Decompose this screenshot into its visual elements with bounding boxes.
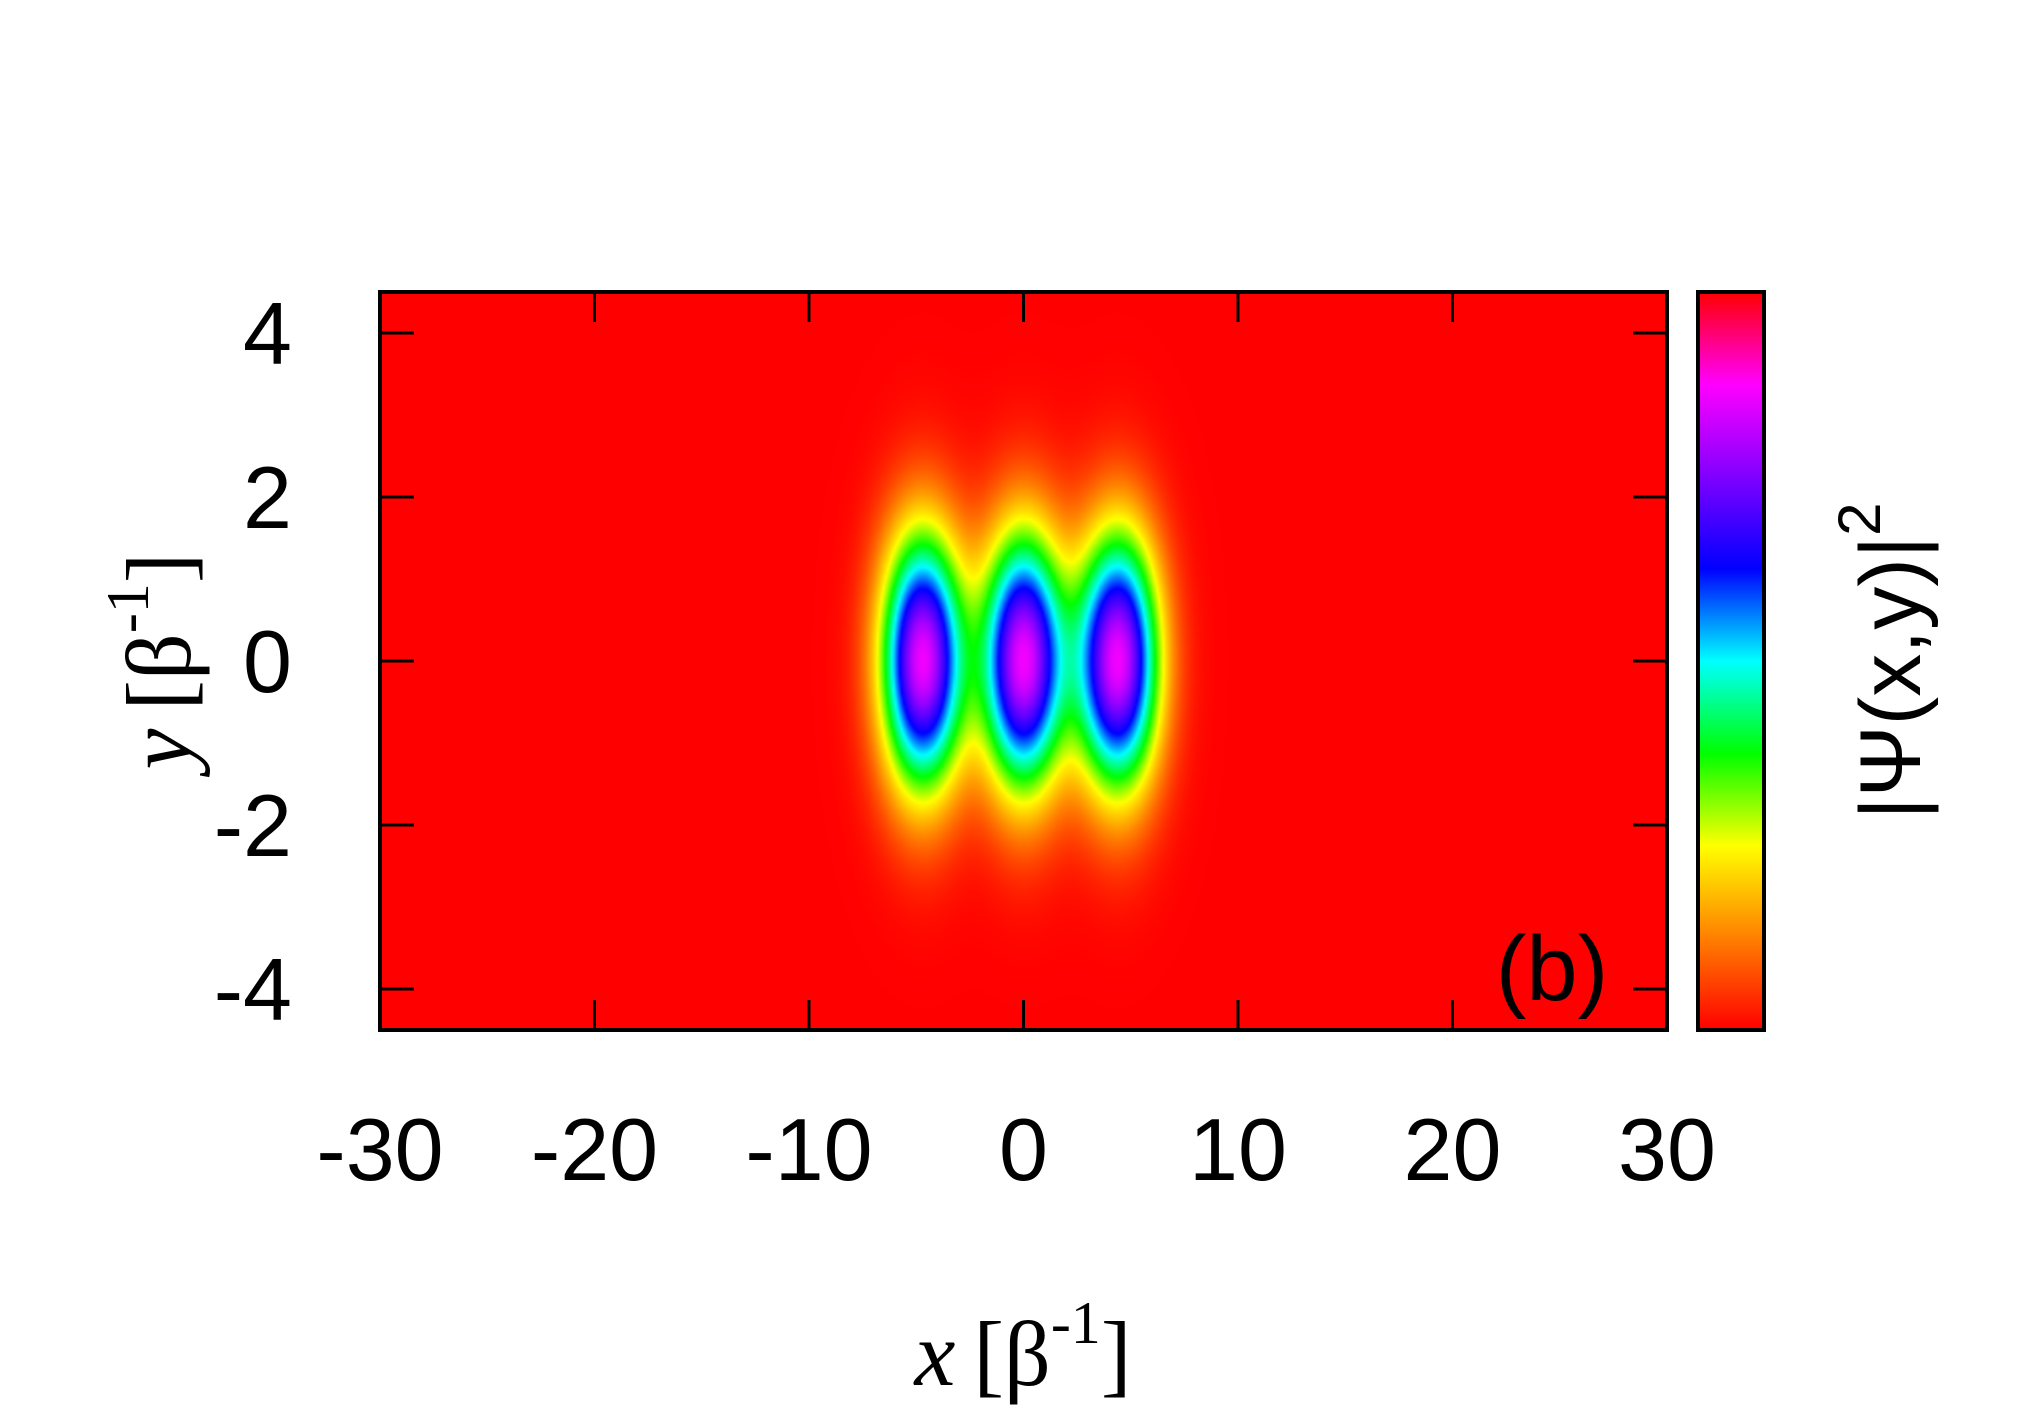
colorbar-label: |Ψ(x,y)|2 (1826, 502, 1939, 819)
y-ticks: -4 -2 0 2 4 (214, 284, 1667, 1039)
x-tick-label: -10 (745, 1100, 872, 1199)
svg-text:|Ψ(x,y)|2: |Ψ(x,y)|2 (1826, 502, 1939, 819)
y-axis-unit-open: [β (108, 633, 210, 710)
x-tick-label: 0 (999, 1100, 1048, 1199)
colorbar (1698, 292, 1764, 1030)
heatmap-image (380, 292, 1667, 1030)
colorbar-frame (1696, 290, 1766, 1032)
x-tick-label: 10 (1189, 1100, 1287, 1199)
colorbar-label-sup: 2 (1826, 502, 1893, 535)
y-tick-label: 0 (243, 612, 292, 711)
y-axis-symbol: y (108, 728, 210, 777)
x-tick-label: -20 (531, 1100, 658, 1199)
y-tick-label: 2 (243, 448, 292, 547)
x-tick-label: -30 (316, 1100, 443, 1199)
x-axis-unit-open: [β (973, 1303, 1050, 1405)
panel-label: (b) (1496, 918, 1608, 1020)
y-axis-unit-close: ] (108, 553, 210, 584)
x-tick-label: 30 (1618, 1100, 1716, 1199)
x-ticks: -30 -20 -10 0 10 20 30 (316, 292, 1716, 1199)
x-axis-symbol: x (913, 1303, 956, 1405)
svg-text:y[β-1]: y [β-1] (95, 553, 210, 778)
y-tick-label: -4 (214, 940, 292, 1039)
y-tick-label: -2 (214, 776, 292, 875)
y-tick-label: 4 (243, 284, 292, 383)
y-axis-label: y [β-1] (95, 553, 210, 778)
x-tick-label: 20 (1404, 1100, 1502, 1199)
x-axis-label: x [β-1] (913, 1290, 1132, 1405)
x-axis-unit-close: ] (1101, 1303, 1132, 1405)
x-axis-unit-sup: -1 (1051, 1290, 1101, 1356)
colorbar-label-text: |Ψ(x,y)| (1843, 536, 1939, 820)
y-axis-unit-sup: -1 (95, 583, 161, 633)
